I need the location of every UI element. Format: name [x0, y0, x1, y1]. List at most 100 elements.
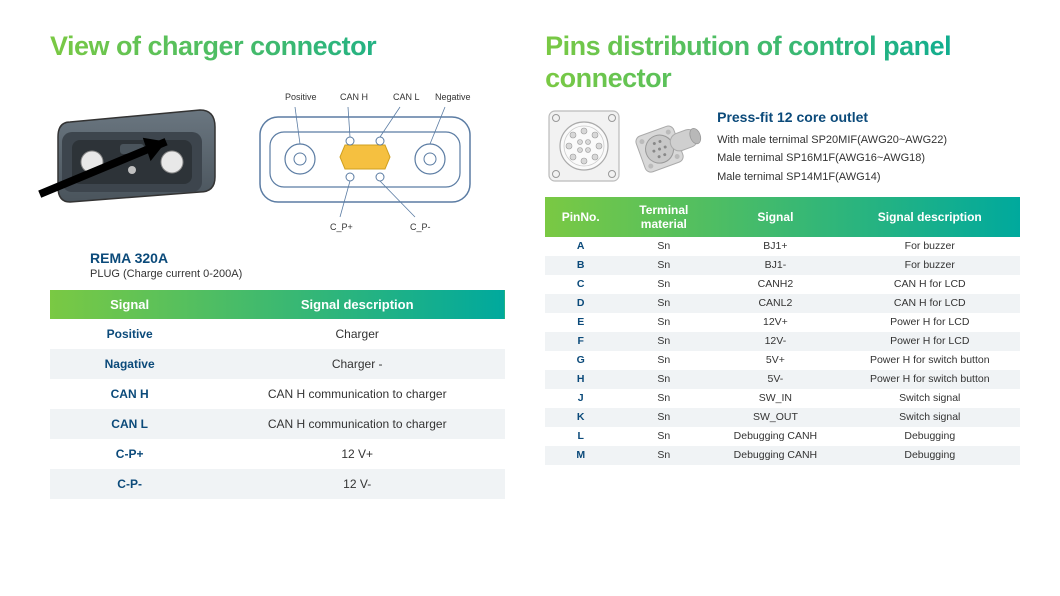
table-row: NagativeCharger -	[50, 349, 505, 379]
cell-desc: Charger	[209, 319, 505, 349]
th-pinno: PinNo.	[545, 197, 616, 237]
outlet-plug-icon	[629, 107, 707, 185]
table-row: C-P-12 V-	[50, 469, 505, 499]
cell-desc: CAN H communication to charger	[209, 409, 505, 439]
outlet-row: Press-fit 12 core outlet With male terni…	[545, 107, 1020, 187]
cell-material: Sn	[616, 237, 711, 256]
th-signal: Signal	[50, 290, 209, 319]
cell-desc: Power H for LCD	[840, 313, 1020, 332]
cell-signal: Nagative	[50, 349, 209, 379]
table-row: HSn5V-Power H for switch button	[545, 370, 1020, 389]
diagram-label-canl: CAN L	[393, 92, 420, 102]
cell-signal: CANL2	[711, 294, 839, 313]
cell-material: Sn	[616, 427, 711, 446]
cell-material: Sn	[616, 294, 711, 313]
rema-name: REMA 320A	[90, 250, 505, 266]
cell-pin: E	[545, 313, 616, 332]
cell-desc: 12 V+	[209, 439, 505, 469]
cell-pin: L	[545, 427, 616, 446]
cell-desc: CAN H for LCD	[840, 275, 1020, 294]
table-row: ESn12V+Power H for LCD	[545, 313, 1020, 332]
cell-signal: Debugging CANH	[711, 427, 839, 446]
cell-desc: Power H for LCD	[840, 332, 1020, 351]
table-row: GSn5V+Power H for switch button	[545, 351, 1020, 370]
cell-material: Sn	[616, 370, 711, 389]
pinout-diagram: Positive CAN H CAN L Negative C_P+ C_P-	[240, 97, 490, 227]
cell-signal: CAN H	[50, 379, 209, 409]
rema-sub: PLUG (Charge current 0-200A)	[90, 268, 505, 280]
diagram-label-cpp: C_P+	[330, 222, 353, 232]
cell-pin: C	[545, 275, 616, 294]
cell-desc: CAN H for LCD	[840, 294, 1020, 313]
cell-signal: CANH2	[711, 275, 839, 294]
cell-material: Sn	[616, 351, 711, 370]
cell-desc: Charger -	[209, 349, 505, 379]
right-title: Pins distribution of control panel conne…	[545, 30, 1020, 95]
outlet-line-1: Male ternimal SP16M1F(AWG16~AWG18)	[717, 149, 1020, 168]
th-signal: Signal	[711, 197, 839, 237]
cell-desc: Debugging	[840, 446, 1020, 465]
cell-pin: D	[545, 294, 616, 313]
cell-pin: M	[545, 446, 616, 465]
cell-pin: J	[545, 389, 616, 408]
cell-material: Sn	[616, 256, 711, 275]
table-row: MSnDebugging CANHDebugging	[545, 446, 1020, 465]
cell-desc: CAN H communication to charger	[209, 379, 505, 409]
cell-material: Sn	[616, 332, 711, 351]
connector-photo	[50, 92, 225, 222]
left-column: View of charger connector	[50, 30, 505, 576]
cell-material: Sn	[616, 313, 711, 332]
th-signal-desc: Signal description	[209, 290, 505, 319]
pins-table: PinNo. Terminal material Signal Signal d…	[545, 197, 1020, 465]
cell-signal: 12V-	[711, 332, 839, 351]
cell-signal: 12V+	[711, 313, 839, 332]
cell-signal: Positive	[50, 319, 209, 349]
table-row: C-P+12 V+	[50, 439, 505, 469]
diagram-label-negative: Negative	[435, 92, 471, 102]
cell-desc: 12 V-	[209, 469, 505, 499]
cell-signal: SW_IN	[711, 389, 839, 408]
left-visual-row: Positive CAN H CAN L Negative C_P+ C_P-	[50, 82, 505, 242]
cell-pin: H	[545, 370, 616, 389]
cell-desc: For buzzer	[840, 237, 1020, 256]
diagram-label-canh: CAN H	[340, 92, 368, 102]
outlet-title: Press-fit 12 core outlet	[717, 109, 1020, 125]
th-material: Terminal material	[616, 197, 711, 237]
cell-pin: G	[545, 351, 616, 370]
right-column: Pins distribution of control panel conne…	[545, 30, 1020, 576]
cell-desc: Switch signal	[840, 389, 1020, 408]
cell-signal: Debugging CANH	[711, 446, 839, 465]
outlet-info: Press-fit 12 core outlet With male terni…	[717, 107, 1020, 187]
table-row: CAN HCAN H communication to charger	[50, 379, 505, 409]
table-row: DSnCANL2CAN H for LCD	[545, 294, 1020, 313]
cell-pin: A	[545, 237, 616, 256]
table-row: PositiveCharger	[50, 319, 505, 349]
th-desc: Signal description	[840, 197, 1020, 237]
arrow-icon	[30, 100, 205, 230]
cell-signal: SW_OUT	[711, 408, 839, 427]
outlet-line-2: Male ternimal SP14M1F(AWG14)	[717, 168, 1020, 187]
cell-signal: BJ1+	[711, 237, 839, 256]
cell-desc: Switch signal	[840, 408, 1020, 427]
cell-pin: B	[545, 256, 616, 275]
cell-signal: BJ1-	[711, 256, 839, 275]
cell-material: Sn	[616, 446, 711, 465]
outlet-images	[545, 107, 707, 185]
cell-pin: F	[545, 332, 616, 351]
diagram-label-positive: Positive	[285, 92, 317, 102]
cell-desc: Debugging	[840, 427, 1020, 446]
left-title: View of charger connector	[50, 30, 505, 62]
table-row: LSnDebugging CANHDebugging	[545, 427, 1020, 446]
cell-desc: Power H for switch button	[840, 370, 1020, 389]
outlet-line-0: With male ternimal SP20MIF(AWG20~AWG22)	[717, 131, 1020, 150]
table-row: CSnCANH2CAN H for LCD	[545, 275, 1020, 294]
cell-material: Sn	[616, 275, 711, 294]
table-row: BSnBJ1-For buzzer	[545, 256, 1020, 275]
cell-desc: Power H for switch button	[840, 351, 1020, 370]
cell-signal: CAN L	[50, 409, 209, 439]
rema-caption: REMA 320A PLUG (Charge current 0-200A)	[90, 250, 505, 280]
cell-desc: For buzzer	[840, 256, 1020, 275]
cell-material: Sn	[616, 408, 711, 427]
cell-pin: K	[545, 408, 616, 427]
cell-signal: C-P+	[50, 439, 209, 469]
